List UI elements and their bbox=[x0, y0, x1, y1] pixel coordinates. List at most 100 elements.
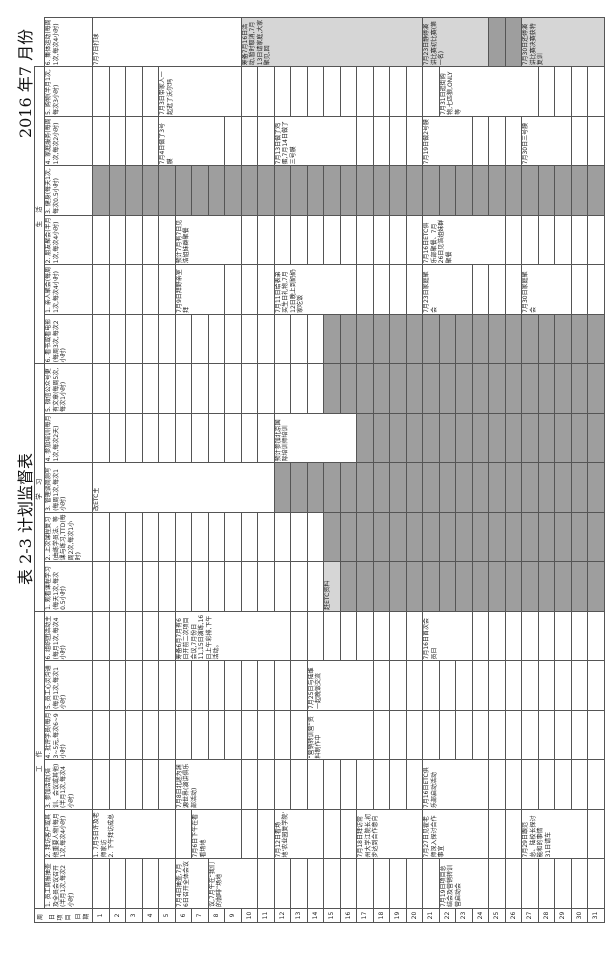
plan-cell bbox=[142, 661, 159, 711]
day-row: 18 bbox=[373, 17, 390, 923]
plan-cell bbox=[142, 561, 159, 612]
plan-cell bbox=[241, 165, 258, 216]
plan-cell bbox=[307, 760, 324, 810]
plan-cell bbox=[488, 264, 505, 315]
plan-entry: “营销转训营”资料制作中 bbox=[307, 710, 373, 760]
plan-cell bbox=[521, 363, 538, 414]
plan-cell bbox=[571, 462, 588, 513]
plan-cell bbox=[406, 561, 423, 612]
plan-cell bbox=[142, 215, 159, 265]
plan-cell bbox=[521, 413, 538, 463]
plan-cell bbox=[406, 116, 423, 166]
day-row: 17 7月18日拜访常州大学江院长,初步达到合作意向 bbox=[356, 17, 423, 923]
plan-cell bbox=[389, 661, 406, 711]
plan-entry: 7月4日做了3号膜 bbox=[158, 116, 225, 166]
plan-cell bbox=[505, 859, 522, 909]
plan-cell bbox=[356, 314, 373, 364]
plan-cell bbox=[340, 215, 357, 265]
plan-cell bbox=[175, 809, 192, 859]
plan-cell bbox=[439, 561, 456, 612]
plan-cell bbox=[191, 413, 208, 463]
plan-cell bbox=[158, 859, 175, 909]
group-header: 工 作 bbox=[34, 611, 45, 909]
date-cell: 14 bbox=[307, 908, 324, 923]
plan-cell bbox=[340, 462, 357, 513]
plan-cell bbox=[538, 165, 555, 216]
plan-cell bbox=[92, 710, 109, 760]
plan-cell bbox=[538, 561, 555, 612]
plan-cell bbox=[92, 561, 109, 612]
plan-cell bbox=[191, 363, 208, 414]
plan-cell bbox=[142, 363, 159, 414]
plan-entry: 7月30日还婷演讲比赛决赛获特复训 bbox=[521, 17, 604, 67]
date-cell: 9 bbox=[224, 908, 241, 923]
plan-cell bbox=[307, 859, 324, 909]
plan-cell bbox=[505, 561, 522, 612]
plan-cell bbox=[389, 116, 406, 166]
plan-cell bbox=[257, 215, 274, 265]
plan-cell bbox=[142, 413, 159, 463]
plan-cell bbox=[323, 760, 340, 810]
plan-cell bbox=[373, 512, 390, 562]
plan-cell bbox=[125, 413, 142, 463]
plan-cell bbox=[142, 264, 159, 315]
plan-cell bbox=[373, 413, 390, 463]
plan-cell bbox=[554, 859, 571, 909]
plan-monitoring-table: 周日项目 日期工 作学 习生 活 1. 员工周报抽查及全员会议召开(半月1次,每次2… bbox=[34, 17, 605, 923]
plan-cell bbox=[439, 314, 456, 364]
date-cell: 17 bbox=[356, 908, 373, 923]
day-row: 19 bbox=[389, 17, 406, 923]
plan-cell bbox=[538, 512, 555, 562]
plan-cell bbox=[241, 561, 258, 612]
date-cell: 22 bbox=[439, 908, 456, 923]
plan-cell bbox=[422, 363, 439, 414]
plan-cell bbox=[125, 264, 142, 315]
plan-cell bbox=[587, 264, 604, 315]
plan-cell bbox=[257, 165, 274, 216]
plan-cell bbox=[224, 116, 241, 166]
plan-entry: 7月27日见霍老师深入探讨合作事宜 bbox=[422, 809, 489, 859]
plan-cell bbox=[241, 760, 258, 810]
plan-cell bbox=[373, 314, 390, 364]
date-cell: 19 bbox=[389, 908, 406, 923]
plan-entry: 7月11日给表弟买生日礼物,7月12日晚上到奶奶家吃饭 bbox=[274, 264, 357, 315]
date-cell: 27 bbox=[521, 908, 538, 923]
plan-entry: 7月30日家庭聚会 bbox=[521, 264, 571, 315]
plan-cell bbox=[554, 363, 571, 414]
plan-cell bbox=[488, 363, 505, 414]
plan-cell bbox=[125, 859, 142, 909]
plan-cell bbox=[158, 760, 175, 810]
plan-cell bbox=[538, 859, 555, 909]
plan-cell bbox=[142, 314, 159, 364]
plan-cell bbox=[257, 66, 274, 117]
plan-cell bbox=[538, 661, 555, 711]
plan-cell bbox=[488, 809, 505, 859]
plan-cell bbox=[422, 561, 439, 612]
column-header: 4. 批评学员(每月3~5元,每次6~9小时) bbox=[44, 710, 93, 760]
plan-cell bbox=[488, 413, 505, 463]
plan-cell bbox=[538, 66, 555, 117]
plan-cell bbox=[488, 314, 505, 364]
plan-cell bbox=[175, 512, 192, 562]
day-row: 26 bbox=[505, 17, 522, 923]
plan-cell bbox=[389, 760, 406, 810]
plan-cell bbox=[208, 561, 225, 612]
plan-cell bbox=[290, 611, 307, 661]
plan-cell bbox=[125, 760, 142, 810]
plan-cell bbox=[274, 859, 291, 909]
plan-cell bbox=[323, 363, 340, 414]
plan-cell bbox=[571, 760, 588, 810]
column-header: 5. 员工心灵沟通(每月1次,每次1小时) bbox=[44, 661, 93, 711]
plan-entry: 7月8日北迷为渊源世界(演讲俱乐部活动) bbox=[175, 760, 241, 810]
plan-cell bbox=[257, 561, 274, 612]
plan-cell bbox=[389, 264, 406, 315]
plan-entry: 7月31日逛街购物,七匹狼,ONLY等 bbox=[439, 66, 538, 117]
plan-cell bbox=[356, 611, 373, 661]
plan-cell bbox=[505, 17, 522, 67]
plan-cell bbox=[191, 710, 208, 760]
plan-cell bbox=[175, 561, 192, 612]
column-header: 1. 员工周报抽查及全员会议召开(半月1次,每次2小时) bbox=[44, 859, 93, 909]
plan-cell bbox=[406, 66, 423, 117]
plan-cell bbox=[290, 363, 307, 414]
plan-cell bbox=[323, 215, 340, 265]
